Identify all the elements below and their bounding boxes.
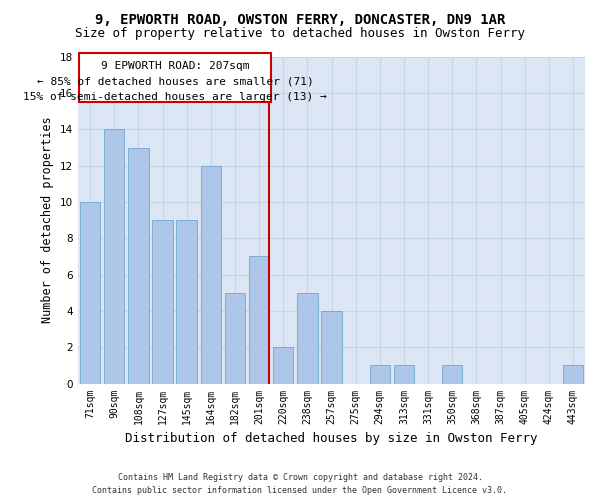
Text: 15% of semi-detached houses are larger (13) →: 15% of semi-detached houses are larger (…	[23, 92, 327, 102]
Bar	[176, 220, 197, 384]
X-axis label: Distribution of detached houses by size in Owston Ferry: Distribution of detached houses by size …	[125, 432, 538, 445]
Y-axis label: Number of detached properties: Number of detached properties	[41, 117, 55, 324]
Text: 9, EPWORTH ROAD, OWSTON FERRY, DONCASTER, DN9 1AR: 9, EPWORTH ROAD, OWSTON FERRY, DONCASTER…	[95, 12, 505, 26]
Text: Size of property relative to detached houses in Owston Ferry: Size of property relative to detached ho…	[75, 28, 525, 40]
Bar	[442, 366, 463, 384]
Bar	[152, 220, 173, 384]
Bar	[394, 366, 414, 384]
Bar	[249, 256, 269, 384]
Bar	[370, 366, 390, 384]
Bar	[321, 311, 342, 384]
Bar	[224, 293, 245, 384]
Bar	[80, 202, 100, 384]
Text: ← 85% of detached houses are smaller (71): ← 85% of detached houses are smaller (71…	[37, 76, 313, 86]
FancyBboxPatch shape	[79, 53, 271, 102]
Bar	[104, 130, 124, 384]
Text: Contains HM Land Registry data © Crown copyright and database right 2024.
Contai: Contains HM Land Registry data © Crown c…	[92, 474, 508, 495]
Bar	[563, 366, 583, 384]
Bar	[200, 166, 221, 384]
Bar	[297, 293, 317, 384]
Bar	[273, 347, 293, 384]
Text: 9 EPWORTH ROAD: 207sqm: 9 EPWORTH ROAD: 207sqm	[101, 62, 249, 72]
Bar	[128, 148, 149, 384]
